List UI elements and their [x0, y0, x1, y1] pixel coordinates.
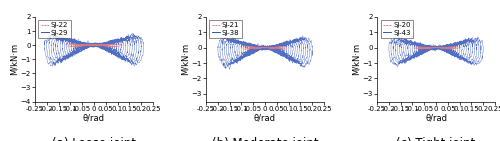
Text: (c) Tight joint: (c) Tight joint: [396, 137, 475, 141]
X-axis label: θ/rad: θ/rad: [254, 113, 276, 122]
Text: (a) Loose joint: (a) Loose joint: [52, 137, 136, 141]
Y-axis label: M/kN·m: M/kN·m: [181, 43, 190, 75]
Legend: SJ-20, SJ-43: SJ-20, SJ-43: [380, 20, 412, 38]
Legend: SJ-22, SJ-29: SJ-22, SJ-29: [38, 20, 70, 38]
Legend: SJ-21, SJ-38: SJ-21, SJ-38: [210, 20, 242, 38]
Y-axis label: M/kN·m: M/kN·m: [352, 43, 361, 75]
Text: (b) Moderate joint: (b) Moderate joint: [212, 137, 318, 141]
X-axis label: θ/rad: θ/rad: [83, 113, 105, 122]
X-axis label: θ/rad: θ/rad: [425, 113, 447, 122]
Y-axis label: M/kN·m: M/kN·m: [10, 43, 19, 75]
